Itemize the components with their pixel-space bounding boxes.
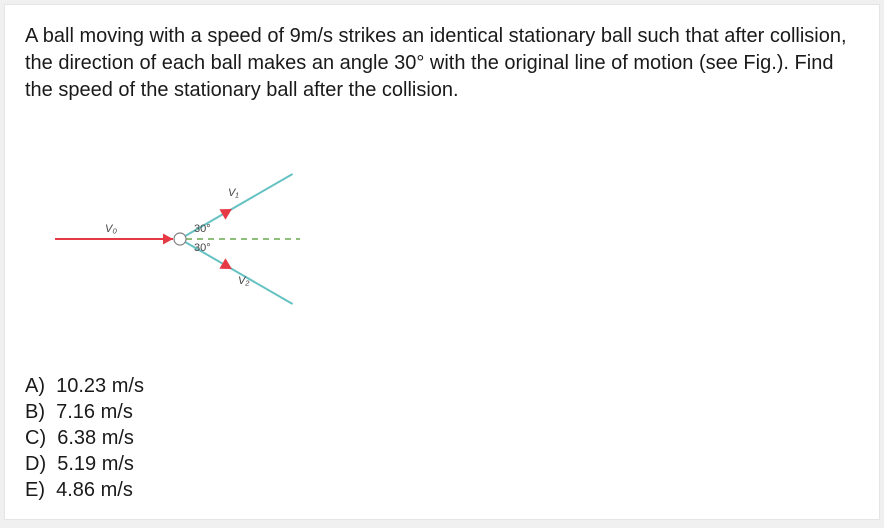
option-c: C) 6.38 m/s bbox=[25, 425, 144, 451]
answer-options: A) 10.23 m/s B) 7.16 m/s C) 6.38 m/s D) … bbox=[25, 373, 144, 503]
collision-diagram: V₀ V₁ V₂ 30° 30° bbox=[35, 139, 335, 339]
option-d: D) 5.19 m/s bbox=[25, 451, 144, 477]
label-v0: V₀ bbox=[105, 223, 117, 235]
label-v2: V₂ bbox=[238, 275, 250, 287]
question-card: A ball moving with a speed of 9m/s strik… bbox=[4, 4, 880, 520]
question-text: A ball moving with a speed of 9m/s strik… bbox=[25, 23, 859, 104]
label-v1: V₁ bbox=[228, 187, 239, 199]
option-e: E) 4.86 m/s bbox=[25, 477, 144, 503]
option-b: B) 7.16 m/s bbox=[25, 399, 144, 425]
option-a: A) 10.23 m/s bbox=[25, 373, 144, 399]
angle-lower: 30° bbox=[194, 242, 211, 254]
diagram-svg bbox=[35, 139, 335, 339]
angle-upper: 30° bbox=[194, 223, 211, 235]
